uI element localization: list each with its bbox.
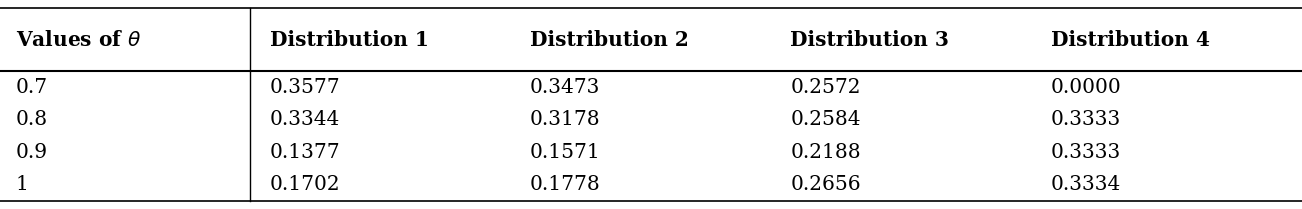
Text: 0.3577: 0.3577 [270, 78, 340, 97]
Text: 0.2656: 0.2656 [790, 175, 861, 194]
Text: 0.1702: 0.1702 [270, 175, 340, 194]
Text: 0.1571: 0.1571 [530, 143, 600, 162]
Text: 0.3333: 0.3333 [1051, 143, 1121, 162]
Text: Distribution 2: Distribution 2 [530, 30, 689, 50]
Text: 0.1778: 0.1778 [530, 175, 600, 194]
Text: 0.2584: 0.2584 [790, 110, 861, 129]
Text: 0.3344: 0.3344 [270, 110, 340, 129]
Text: 0.3333: 0.3333 [1051, 110, 1121, 129]
Text: Distribution 1: Distribution 1 [270, 30, 428, 50]
Text: 0.3473: 0.3473 [530, 78, 600, 97]
Text: 0.3334: 0.3334 [1051, 175, 1121, 194]
Text: 0.2188: 0.2188 [790, 143, 861, 162]
Text: 0.0000: 0.0000 [1051, 78, 1121, 97]
Text: 0.9: 0.9 [16, 143, 48, 162]
Text: 1: 1 [16, 175, 29, 194]
Text: 0.2572: 0.2572 [790, 78, 861, 97]
Text: Distribution 3: Distribution 3 [790, 30, 949, 50]
Text: 0.8: 0.8 [16, 110, 48, 129]
Text: 0.1377: 0.1377 [270, 143, 340, 162]
Text: 0.7: 0.7 [16, 78, 48, 97]
Text: Values of $\theta$: Values of $\theta$ [16, 30, 141, 50]
Text: 0.3178: 0.3178 [530, 110, 600, 129]
Text: Distribution 4: Distribution 4 [1051, 30, 1210, 50]
